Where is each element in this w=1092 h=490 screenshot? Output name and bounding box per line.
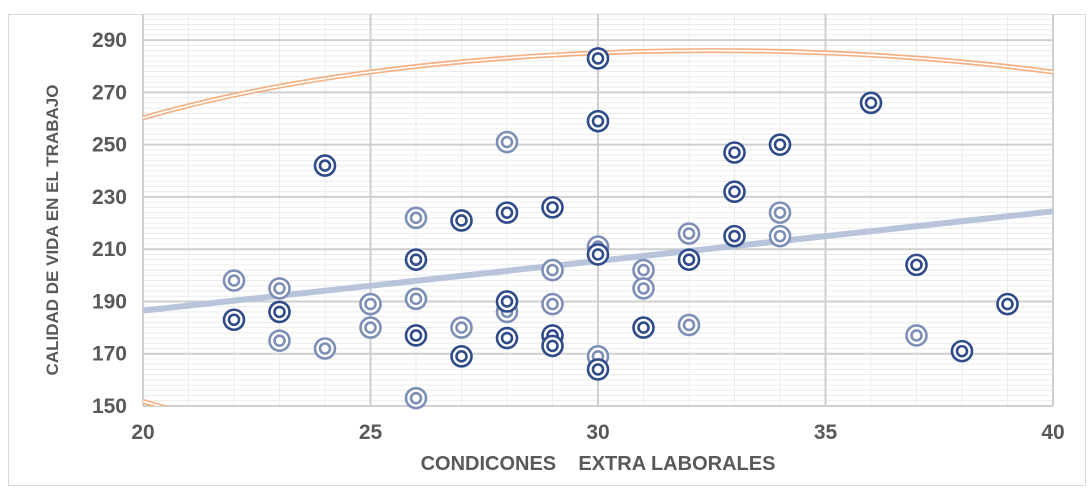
y-axis-ticks: 150 170 190 210 230 250 270 290	[92, 29, 127, 418]
data-point	[268, 329, 291, 352]
data-point	[677, 222, 701, 245]
data-point	[495, 201, 519, 224]
data-point	[404, 248, 428, 271]
data-point	[541, 196, 564, 219]
data-point	[222, 308, 246, 332]
data-point	[677, 248, 701, 271]
data-point	[541, 334, 564, 358]
data-point	[768, 201, 792, 224]
data-point	[723, 180, 746, 204]
y-tick-label: 210	[92, 238, 127, 261]
data-point	[359, 316, 382, 339]
data-point	[313, 154, 337, 177]
data-point	[495, 130, 519, 154]
data-point	[359, 292, 382, 316]
data-point	[996, 292, 1019, 316]
data-point	[541, 292, 564, 316]
data-point	[404, 324, 428, 347]
data-points	[222, 47, 1019, 410]
x-tick-label: 20	[131, 421, 154, 444]
data-point	[586, 358, 610, 381]
data-point	[495, 290, 519, 313]
data-point	[632, 316, 655, 339]
data-point	[450, 345, 473, 368]
data-point	[768, 224, 792, 248]
ellipse-inner	[143, 49, 1053, 406]
data-point	[950, 339, 974, 363]
confidence-ellipse-layer	[143, 48, 1053, 406]
data-point	[586, 47, 610, 70]
data-point	[222, 269, 246, 292]
data-point	[768, 133, 792, 156]
data-point	[495, 326, 519, 350]
data-point	[632, 277, 655, 300]
y-tick-label: 170	[92, 343, 127, 366]
x-tick-label: 30	[586, 421, 609, 444]
y-tick-label: 230	[92, 186, 127, 209]
data-point	[404, 287, 428, 311]
y-axis-title: CALIDAD DE VIDA EN EL TRABAJO	[43, 85, 62, 376]
x-tick-label: 40	[1041, 421, 1064, 444]
data-point	[450, 209, 473, 232]
y-tick-label: 290	[92, 29, 127, 52]
y-tick-label: 190	[92, 290, 127, 313]
x-axis-title: CONDICONES EXTRA LABORALES	[421, 453, 776, 475]
data-point	[450, 316, 473, 339]
data-point	[723, 141, 746, 164]
data-point	[586, 109, 610, 133]
data-point	[905, 253, 928, 277]
y-tick-label: 150	[92, 395, 127, 418]
data-point	[268, 277, 291, 300]
x-tick-label: 25	[359, 421, 383, 444]
x-tick-label: 35	[814, 421, 838, 444]
y-tick-label: 270	[92, 81, 127, 104]
data-point	[586, 243, 610, 266]
data-point	[905, 324, 928, 347]
data-point	[541, 258, 564, 282]
data-point	[268, 300, 291, 324]
data-point	[404, 386, 428, 410]
data-point	[313, 337, 337, 360]
data-point	[723, 224, 746, 248]
data-point	[677, 313, 701, 337]
data-point	[404, 206, 428, 230]
data-point	[859, 91, 883, 115]
x-axis-ticks: 20 25 30 35 40	[131, 421, 1064, 444]
y-tick-label: 250	[92, 134, 127, 157]
